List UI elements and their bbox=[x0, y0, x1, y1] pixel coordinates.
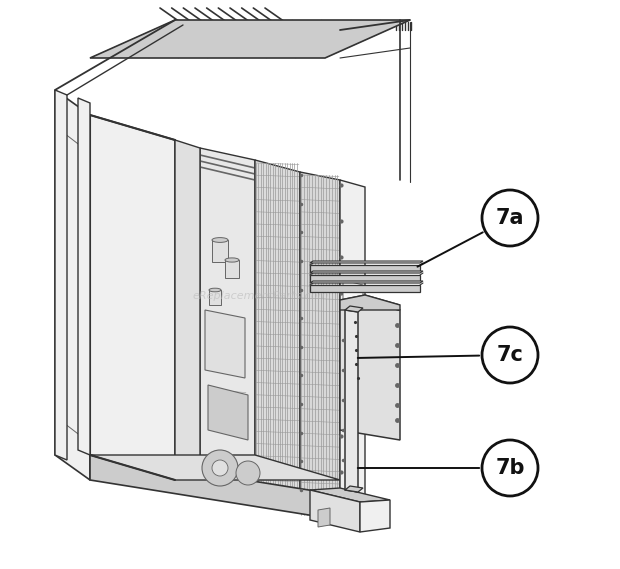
Polygon shape bbox=[90, 20, 410, 58]
Polygon shape bbox=[310, 488, 390, 502]
Polygon shape bbox=[310, 275, 420, 282]
Polygon shape bbox=[55, 90, 67, 460]
Circle shape bbox=[236, 461, 260, 485]
Ellipse shape bbox=[225, 258, 239, 262]
Text: 7b: 7b bbox=[495, 458, 525, 478]
Polygon shape bbox=[343, 280, 363, 325]
Polygon shape bbox=[345, 306, 363, 312]
Polygon shape bbox=[345, 486, 363, 492]
Polygon shape bbox=[310, 261, 423, 263]
Polygon shape bbox=[212, 240, 228, 262]
Polygon shape bbox=[300, 172, 340, 520]
Polygon shape bbox=[360, 500, 390, 532]
Polygon shape bbox=[200, 148, 255, 500]
Polygon shape bbox=[90, 115, 175, 480]
Circle shape bbox=[482, 190, 538, 246]
Circle shape bbox=[202, 450, 238, 486]
Polygon shape bbox=[90, 455, 340, 520]
Polygon shape bbox=[225, 260, 239, 278]
Polygon shape bbox=[60, 130, 86, 440]
Polygon shape bbox=[90, 455, 340, 480]
Polygon shape bbox=[310, 490, 360, 532]
Polygon shape bbox=[209, 290, 221, 305]
Text: 7a: 7a bbox=[496, 208, 525, 228]
Polygon shape bbox=[255, 160, 300, 512]
Ellipse shape bbox=[212, 238, 228, 242]
Circle shape bbox=[482, 327, 538, 383]
Text: 7c: 7c bbox=[497, 345, 523, 365]
Polygon shape bbox=[55, 90, 90, 480]
Polygon shape bbox=[310, 265, 420, 272]
Circle shape bbox=[212, 460, 228, 476]
Polygon shape bbox=[345, 310, 358, 492]
Polygon shape bbox=[205, 310, 245, 378]
Polygon shape bbox=[310, 281, 423, 283]
Polygon shape bbox=[175, 140, 200, 488]
Ellipse shape bbox=[209, 288, 221, 292]
Polygon shape bbox=[310, 285, 420, 292]
Polygon shape bbox=[340, 300, 400, 440]
Text: eReplacementParts.com: eReplacementParts.com bbox=[192, 291, 329, 301]
Polygon shape bbox=[340, 295, 400, 310]
Polygon shape bbox=[310, 271, 423, 273]
Circle shape bbox=[482, 440, 538, 496]
Polygon shape bbox=[208, 385, 248, 440]
Polygon shape bbox=[78, 98, 90, 455]
Polygon shape bbox=[318, 508, 330, 527]
Polygon shape bbox=[340, 180, 365, 502]
Polygon shape bbox=[340, 295, 400, 310]
